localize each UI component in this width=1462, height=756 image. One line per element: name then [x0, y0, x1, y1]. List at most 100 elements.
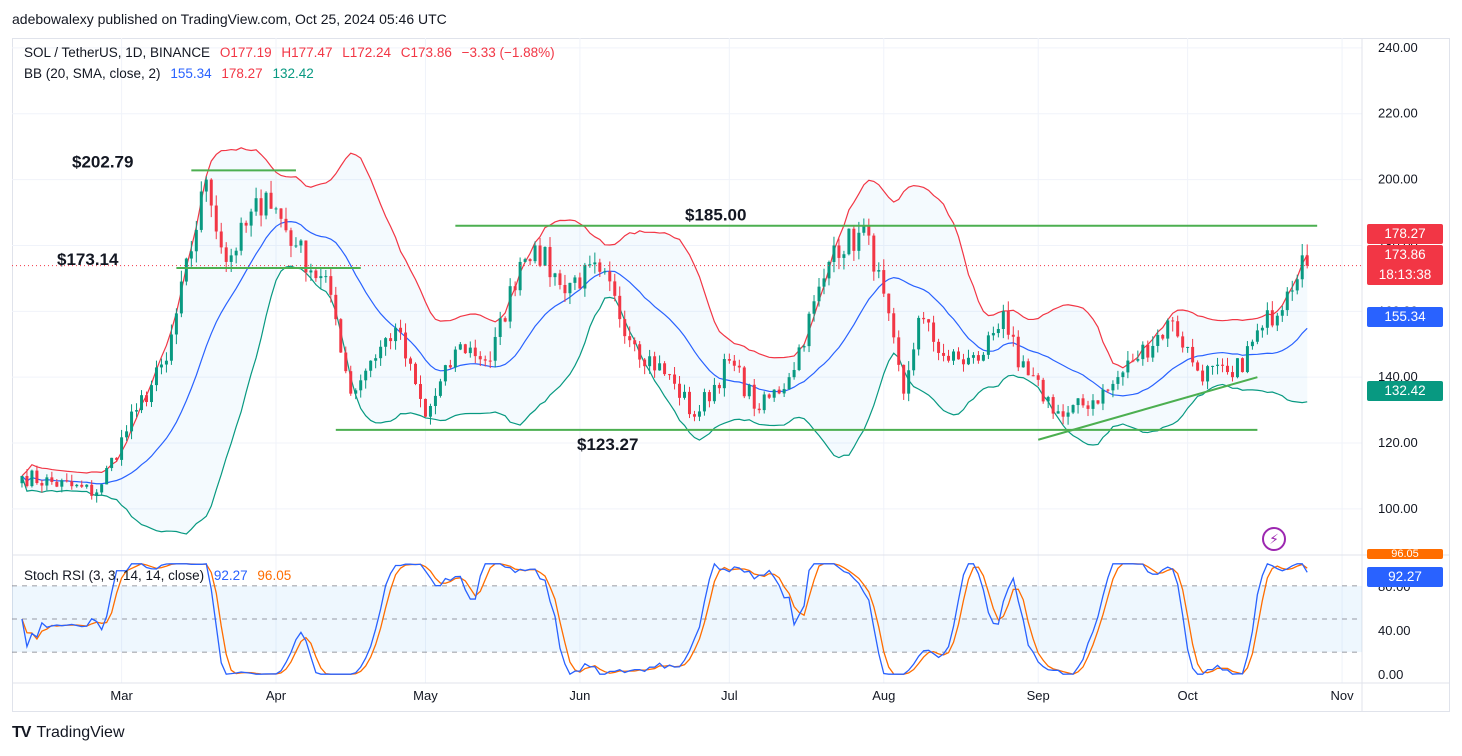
- price-axis-label: 200.00: [1378, 172, 1418, 187]
- candle-body: [952, 351, 956, 361]
- candle-body: [1001, 311, 1005, 329]
- tradingview-logo[interactable]: TV TradingView: [12, 724, 125, 742]
- candle-body: [90, 484, 94, 496]
- candle-body: [1275, 315, 1279, 326]
- stoch-axis-label: 40.00: [1378, 623, 1411, 638]
- candle-body: [379, 346, 383, 359]
- candle-body: [159, 364, 163, 368]
- candle-body: [1270, 310, 1274, 326]
- bb-label[interactable]: BB (20, SMA, close, 2): [24, 66, 161, 81]
- candle-body: [628, 336, 632, 341]
- candle-body: [792, 369, 796, 378]
- candle-body: [473, 347, 477, 357]
- candle-body: [653, 356, 657, 371]
- main-legend: SOL / TetherUS, 1D, BINANCE O177.19 H177…: [24, 45, 561, 60]
- candle-body: [1131, 360, 1135, 362]
- support-trendline: [1037, 376, 1258, 441]
- candle-body: [204, 179, 208, 192]
- candle-body: [702, 392, 706, 412]
- bb-lower-tag: 132.42: [1367, 381, 1443, 401]
- candle-body: [568, 282, 572, 294]
- bb-upper-value: 178.27: [221, 66, 263, 81]
- candle-body: [1171, 320, 1175, 322]
- change-value: −3.33 (−1.88%): [461, 45, 555, 60]
- candle-body: [1186, 346, 1190, 348]
- candle-body: [1300, 255, 1304, 280]
- candle-body: [767, 394, 771, 398]
- stoch-k-line: [21, 562, 1308, 676]
- time-axis-label: Apr: [266, 688, 287, 703]
- candle-body: [573, 277, 577, 283]
- candle-body: [1230, 372, 1234, 378]
- candle-body: [817, 286, 821, 302]
- candle-body: [179, 281, 183, 314]
- candle-body: [887, 293, 891, 314]
- candle-body: [1066, 412, 1070, 417]
- candle-body: [1166, 320, 1170, 339]
- candle-body: [428, 405, 432, 417]
- candle-body: [947, 355, 951, 361]
- candle-body: [658, 363, 662, 371]
- candle-body: [1101, 389, 1105, 404]
- candle-body: [224, 247, 228, 262]
- bb-upper-tag: 178.27: [1367, 224, 1443, 244]
- candle-body: [957, 351, 960, 360]
- candle-body: [239, 222, 243, 251]
- candle-body: [364, 370, 368, 381]
- candle-body: [394, 327, 398, 342]
- candle-body: [782, 388, 786, 394]
- candle-body: [668, 374, 672, 376]
- candle-body: [399, 327, 403, 333]
- candle-body: [583, 264, 587, 289]
- candle-body: [244, 222, 248, 226]
- lightning-icon[interactable]: ⚡: [1262, 527, 1286, 551]
- candle-body: [991, 333, 995, 336]
- candle-body: [438, 381, 442, 396]
- symbol-label[interactable]: SOL / TetherUS, 1D, BINANCE: [24, 45, 211, 60]
- candle-body: [518, 261, 522, 291]
- candle-body: [1250, 341, 1254, 347]
- candle-body: [1146, 344, 1150, 358]
- bb-band-fill: [21, 147, 1308, 534]
- candle-body: [717, 384, 721, 389]
- candle-body: [125, 431, 129, 438]
- brand-name: TradingView: [36, 724, 125, 741]
- candle-body: [872, 235, 876, 272]
- candle-body: [149, 385, 153, 403]
- countdown-value: 18:13:38: [1378, 267, 1432, 282]
- publisher-line: adebowalexy published on TradingView.com…: [12, 11, 447, 27]
- candle-body: [981, 354, 985, 361]
- stoch-d-tag: 96.05: [1367, 549, 1443, 559]
- candle-body: [508, 286, 512, 322]
- time-axis-label: May: [413, 688, 438, 703]
- candle-body: [1076, 398, 1080, 406]
- price-axis-label: 220.00: [1378, 106, 1418, 121]
- candle-body: [369, 360, 373, 371]
- candle-body: [1061, 411, 1065, 417]
- candle-body: [279, 208, 283, 219]
- candle-body: [807, 313, 811, 347]
- candle-body: [528, 259, 532, 262]
- candle-body: [1235, 358, 1239, 378]
- candle-body: [712, 384, 716, 402]
- candle-body: [772, 389, 776, 398]
- candle-body: [1106, 389, 1110, 391]
- candle-body: [259, 198, 263, 216]
- candle-body: [284, 218, 288, 231]
- candle-body: [857, 232, 861, 251]
- candle-body: [543, 246, 547, 266]
- candle-body: [563, 284, 567, 294]
- time-axis-label: Mar: [110, 688, 133, 703]
- candle-body: [1126, 360, 1130, 373]
- candle-body: [1006, 311, 1010, 335]
- candle-body: [209, 179, 213, 206]
- stoch-label[interactable]: Stoch RSI (3, 3, 14, 14, close): [24, 568, 205, 583]
- candle-body: [199, 191, 203, 230]
- bb-basis-line: [21, 221, 1308, 485]
- candle-body: [867, 225, 871, 236]
- candle-body: [1260, 327, 1264, 331]
- candle-body: [189, 251, 193, 259]
- candle-body: [409, 358, 413, 364]
- candle-body: [777, 389, 781, 394]
